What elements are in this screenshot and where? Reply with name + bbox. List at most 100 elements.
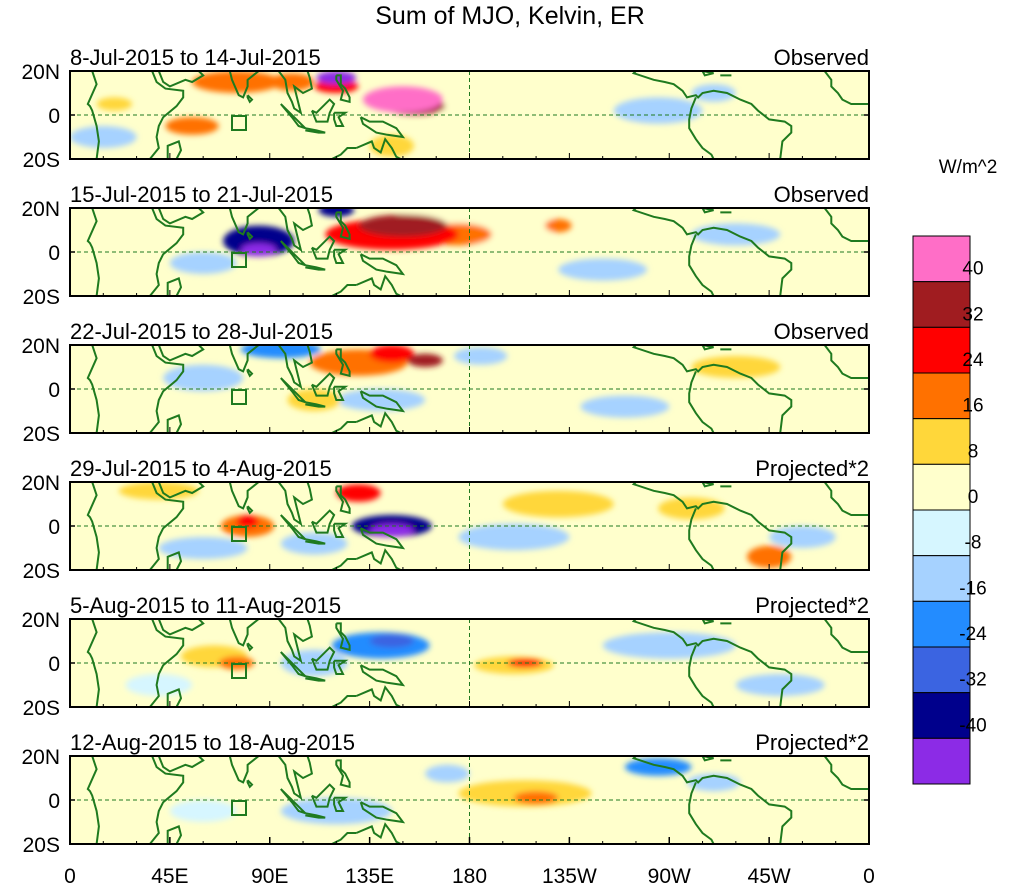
anomaly-cell — [336, 484, 381, 502]
coastline — [277, 756, 314, 801]
coastline — [277, 208, 314, 253]
coastline — [149, 482, 185, 570]
colorbar-swatch — [912, 737, 971, 785]
coastline — [310, 646, 336, 671]
coastline — [157, 208, 205, 225]
colorbar-units: W/m^2 — [939, 157, 998, 178]
anomaly-cell — [513, 791, 559, 805]
anomaly-cell — [658, 497, 725, 520]
coastline — [277, 619, 314, 664]
x-tick-label: 135E — [345, 865, 394, 888]
y-tick-label: 20N — [21, 472, 60, 495]
coastline — [688, 97, 715, 159]
coastline — [166, 277, 183, 296]
coastline — [335, 348, 351, 378]
y-tick-label: 0 — [48, 516, 60, 539]
colorbar-label: 32 — [962, 304, 983, 325]
coastline — [631, 208, 793, 296]
panel-status: Observed — [774, 182, 869, 207]
anomaly-cell — [169, 252, 237, 274]
coastline — [359, 801, 406, 824]
colorbar-swatch — [912, 555, 971, 602]
coastline — [220, 756, 260, 784]
anomaly-cell — [536, 674, 625, 696]
coastline — [335, 622, 351, 652]
coastline — [86, 619, 100, 707]
coastline — [333, 248, 349, 264]
coastline — [220, 71, 260, 99]
coastline — [355, 685, 402, 707]
panel-status: Projected*2 — [755, 456, 869, 481]
anomaly-cell — [769, 526, 836, 548]
coastline — [335, 211, 351, 241]
anomaly-cell — [169, 800, 237, 822]
coastline — [246, 368, 254, 378]
anomaly-cell — [336, 389, 426, 411]
coastline — [86, 71, 100, 159]
panel-1: 20N 0 20S 8-Jul-2015 to 14-Jul-2015 Observed — [21, 45, 870, 172]
anomaly-cell — [358, 214, 448, 237]
coastline — [305, 812, 326, 819]
coastline — [166, 825, 183, 844]
coastline — [355, 548, 402, 570]
anomaly-cell — [362, 86, 443, 113]
x-axis: 0 45E 90E 135E 180 135W 90W 45W 0 — [64, 837, 875, 888]
coastline — [631, 345, 793, 433]
coastline — [333, 659, 349, 675]
anomaly-cell — [769, 769, 836, 787]
coastline — [359, 253, 406, 276]
colorbar-label: 8 — [968, 441, 979, 462]
coastline — [305, 675, 326, 682]
coastline — [335, 759, 351, 789]
y-tick-label: 0 — [48, 790, 60, 813]
x-tick-label: 45W — [748, 865, 791, 888]
coastline — [246, 642, 254, 652]
coastline — [688, 645, 715, 707]
coastline — [310, 372, 336, 397]
colorbar: 40 32 24 16 8 0 -8 -16 -24 -32 -40 — [912, 235, 987, 785]
reference-box — [231, 115, 247, 131]
coastline — [688, 371, 715, 433]
y-tick-label: 0 — [48, 653, 60, 676]
colorbar-label: -16 — [959, 578, 986, 599]
coastline — [823, 756, 869, 790]
x-tick-label: 0 — [863, 865, 875, 888]
coastline — [823, 482, 869, 516]
coastline — [157, 482, 205, 499]
coastline — [246, 779, 254, 789]
reference-box — [231, 526, 247, 542]
anomaly-cell — [735, 674, 825, 696]
panel-2: 20N 0 20S 15-Jul-2015 to 21-Jul-2015 Observe… — [21, 182, 870, 309]
coastline — [359, 664, 406, 687]
anomaly-cell — [691, 84, 736, 102]
anomaly-cell — [118, 482, 199, 500]
anomaly-cell — [436, 93, 592, 124]
anomaly-cell — [502, 490, 614, 518]
coastline — [359, 527, 406, 550]
x-tick-label: 180 — [452, 865, 487, 888]
anomaly-cell — [240, 243, 277, 257]
anomaly-cell — [458, 523, 570, 551]
panel-6: 20N 0 20S 12-Aug-2015 to 18-Aug-2015 Project… — [21, 730, 870, 857]
coastline — [220, 345, 260, 373]
colorbar-label: -8 — [965, 533, 982, 554]
coastline — [333, 385, 349, 401]
coastline — [701, 756, 714, 762]
panel-period: 22-Jul-2015 to 28-Jul-2015 — [70, 319, 333, 344]
x-tick-label: 0 — [64, 865, 76, 888]
anomaly-cell — [369, 634, 415, 648]
coastline — [246, 505, 254, 515]
panel-period: 29-Jul-2015 to 4-Aug-2015 — [70, 456, 332, 481]
coastline — [701, 482, 714, 488]
panel-status: Observed — [774, 45, 869, 70]
y-tick-label: 20N — [21, 746, 60, 769]
colorbar-label: 40 — [962, 259, 983, 280]
colorbar-label: -40 — [959, 715, 986, 736]
coastline — [823, 619, 869, 653]
y-tick-label: 20N — [21, 61, 60, 84]
coastline — [333, 796, 349, 812]
anomaly-cell — [236, 515, 259, 529]
y-tick-label: 20N — [21, 198, 60, 221]
coastline — [333, 111, 349, 127]
